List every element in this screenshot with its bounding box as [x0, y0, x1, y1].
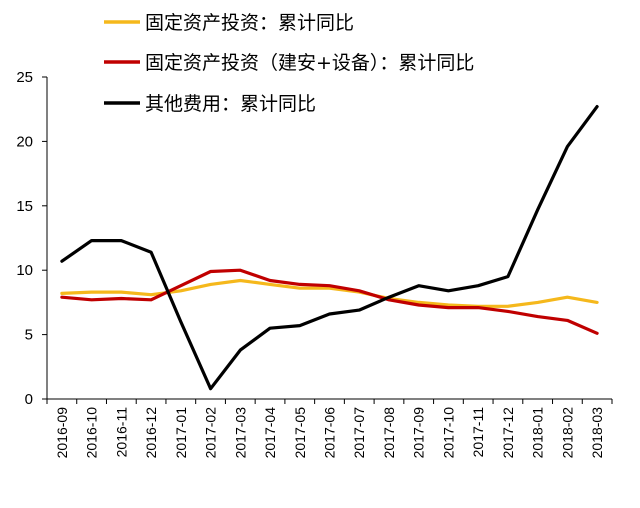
x-tick-label: 2017-05 [292, 407, 308, 459]
series-layer [60, 104, 599, 391]
y-tick-label: 5 [25, 327, 33, 344]
x-tick-label: 2017-09 [411, 407, 427, 459]
y-axis: 0 5 10 15 20 25 [16, 69, 48, 408]
x-tick-label: 2016-12 [143, 407, 159, 459]
x-tick-label: 2016-11 [113, 407, 129, 458]
x-tick-label: 2017-08 [381, 407, 397, 459]
x-tick-label: 2017-04 [262, 407, 278, 459]
x-tick-label: 2016-10 [84, 407, 100, 459]
y-tick-label: 20 [16, 133, 33, 150]
series-line-0 [60, 278, 599, 308]
x-tick-label: 2017-07 [351, 407, 367, 459]
x-tick-label: 2017-06 [322, 407, 338, 459]
x-tick-label: 2018-02 [559, 407, 575, 459]
legend-label-1: 固定资产投资（建安+设备）：累计同比 [145, 52, 474, 74]
x-tick-label: 2017-10 [440, 407, 456, 459]
x-tick-label: 2017-01 [173, 407, 189, 459]
x-tick-label: 2017-02 [203, 407, 219, 459]
series-line-2 [60, 104, 599, 391]
x-tick-label: 2018-01 [530, 407, 546, 459]
y-tick-label: 15 [16, 198, 33, 215]
x-axis: 2016-09 2016-10 2016-11 2016-12 2017-01 2017-… [46, 398, 613, 459]
x-tick-label: 2017-12 [500, 407, 516, 459]
x-tick-label: 2018-03 [589, 407, 605, 459]
x-tick-label: 2016-09 [54, 407, 70, 459]
legend-label-2: 其他费用：累计同比 [145, 93, 316, 115]
series-line-1 [60, 268, 599, 335]
legend-label-0: 固定资产投资：累计同比 [145, 12, 354, 34]
x-tick-label: 2017-03 [232, 407, 248, 459]
x-tick-label: 2017-11 [470, 407, 486, 458]
y-tick-label: 0 [25, 391, 33, 408]
y-tick-label: 25 [16, 69, 33, 86]
y-tick-label: 10 [16, 262, 33, 279]
